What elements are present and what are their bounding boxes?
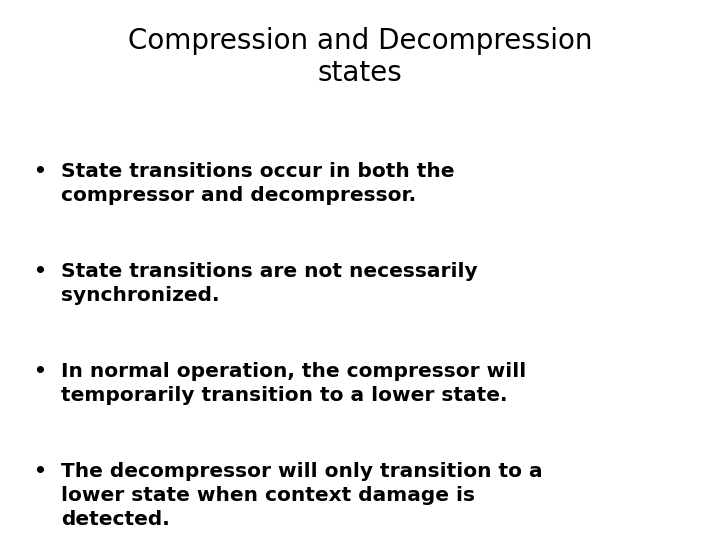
Text: •: • (33, 462, 46, 481)
Text: State transitions are not necessarily
synchronized.: State transitions are not necessarily sy… (61, 262, 478, 305)
Text: •: • (33, 362, 46, 381)
Text: In normal operation, the compressor will
temporarily transition to a lower state: In normal operation, the compressor will… (61, 362, 526, 405)
Text: •: • (33, 262, 46, 281)
Text: The decompressor will only transition to a
lower state when context damage is
de: The decompressor will only transition to… (61, 462, 543, 529)
Text: State transitions occur in both the
compressor and decompressor.: State transitions occur in both the comp… (61, 162, 455, 205)
Text: Compression and Decompression
states: Compression and Decompression states (127, 27, 593, 87)
Text: •: • (33, 162, 46, 181)
